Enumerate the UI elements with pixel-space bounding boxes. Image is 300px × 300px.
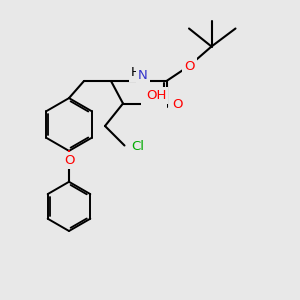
- Text: N: N: [138, 69, 148, 82]
- Text: O: O: [173, 98, 183, 112]
- Text: H: H: [131, 66, 141, 80]
- Text: O: O: [143, 92, 154, 106]
- Text: OH: OH: [146, 89, 166, 102]
- Text: O: O: [64, 154, 74, 167]
- Text: Cl: Cl: [131, 140, 144, 154]
- Text: H: H: [155, 92, 164, 106]
- Text: O: O: [184, 59, 194, 73]
